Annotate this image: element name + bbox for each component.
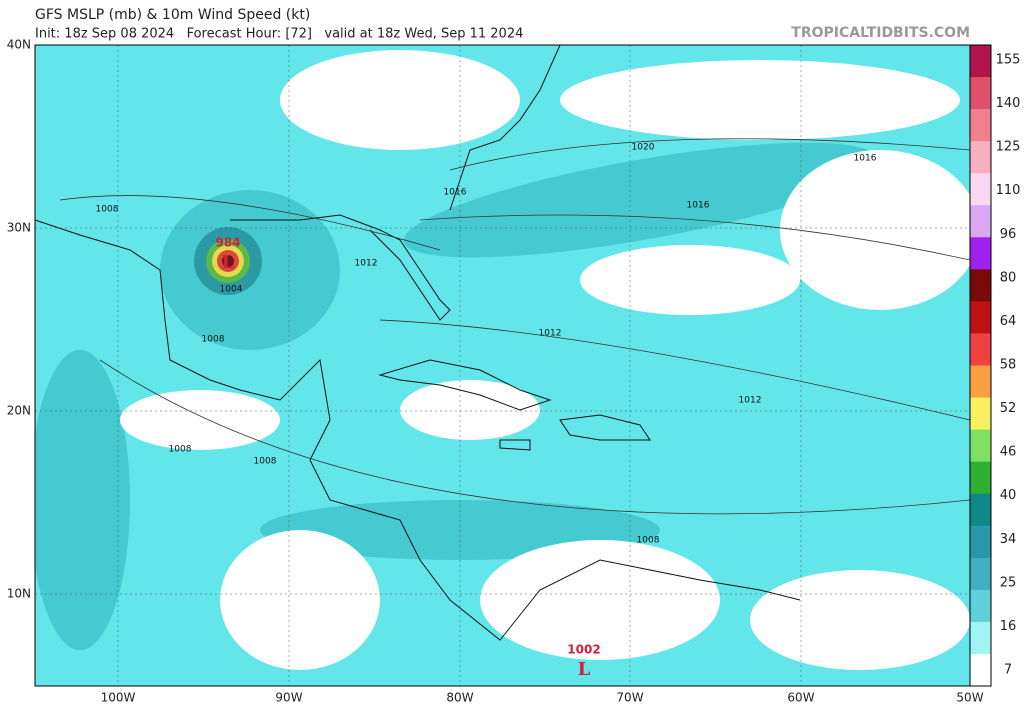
colorbar-segment [970,365,991,399]
colorbar-segment [970,333,991,366]
colorbar-label: 34 [1000,532,1017,547]
lon-label: 50W [956,691,983,705]
lat-label: 20N [7,404,31,418]
isobar-label: 1016 [444,188,467,198]
low-pressure: 984 [215,236,240,250]
low-symbol: L [222,252,235,273]
colorbar-label: 110 [996,183,1021,198]
colorbar-segment [970,621,991,655]
colorbar-segment [970,525,991,559]
lat-label: 30N [7,221,31,235]
low-pressure: 1002 [567,643,600,657]
colorbar-segment [970,141,991,174]
isobar-label: 1020 [632,143,655,153]
colorbar-label: 16 [1000,619,1017,634]
colorbar-segment [970,461,991,495]
colorbar-segment [970,301,991,334]
lon-label: 90W [275,691,302,705]
colorbar-label: 96 [1000,227,1017,242]
colorbar-segment [970,557,991,591]
isobar-label: 1008 [169,445,192,455]
graticule [35,45,970,686]
colorbar-segment [970,493,991,527]
colorbar-frame [969,44,992,687]
low-symbol: L [578,659,591,680]
colorbar-label: 46 [1000,445,1017,460]
wind-band [35,142,877,650]
isobar [59,138,970,515]
isobar-label: 1012 [739,396,762,406]
isobar-label: 1008 [96,205,119,215]
colorbar-segment [970,173,991,206]
colorbar-label: 25 [1000,575,1017,590]
colorbar-segment [970,269,991,302]
colorbar-segment [970,589,991,623]
colorbar-segment [970,109,991,142]
source: TROPICALTIDBITS.COM [791,25,970,41]
isobar-label: 1016 [687,201,710,211]
colorbar-label: 80 [1000,270,1017,285]
colorbar-label: 125 [996,140,1021,155]
calm-area [120,50,970,670]
colorbar-segment [970,205,991,238]
lon-label: 80W [446,691,473,705]
isobar-label: 1008 [637,536,660,546]
lon-label: 70W [616,691,643,705]
lat-label: 10N [7,587,31,601]
lon-label: 60W [787,691,814,705]
isobar-label: 1016 [854,154,877,164]
title: GFS MSLP (mb) & 10m Wind Speed (kt) [35,7,310,23]
lat-label: 40N [7,38,31,52]
isobar-label: 1008 [254,457,277,467]
isobar-label: 1012 [539,329,562,339]
isobar-label: 1012 [355,259,378,269]
colorbar-label: 140 [996,96,1021,111]
storm [194,227,262,295]
isobar-label: 1004 [220,285,243,295]
colorbar-segment [970,45,991,78]
colorbar-segment [970,237,991,270]
colorbar-label: 64 [1000,314,1017,329]
colorbar-segment [970,397,991,431]
colorbar-label: 52 [1000,401,1017,416]
subtitle: Init: 18z Sep 08 2024 Forecast Hour: [72… [35,27,523,42]
colorbar-label: 40 [1000,488,1017,503]
colorbar-label: 7 [1004,663,1012,678]
lon-label: 100W [101,691,136,705]
map-area [35,45,970,686]
isobar-label: 1008 [202,335,225,345]
colorbar-segment [970,429,991,463]
colorbar-label: 58 [1000,358,1017,373]
colorbar-label: 155 [996,53,1021,68]
colorbar: 155 140 125 110 96 80 64 58 52 46 40 34 25 16 7 [969,44,1021,687]
colorbar-segment [970,77,991,110]
colorbar-segment [970,653,991,687]
